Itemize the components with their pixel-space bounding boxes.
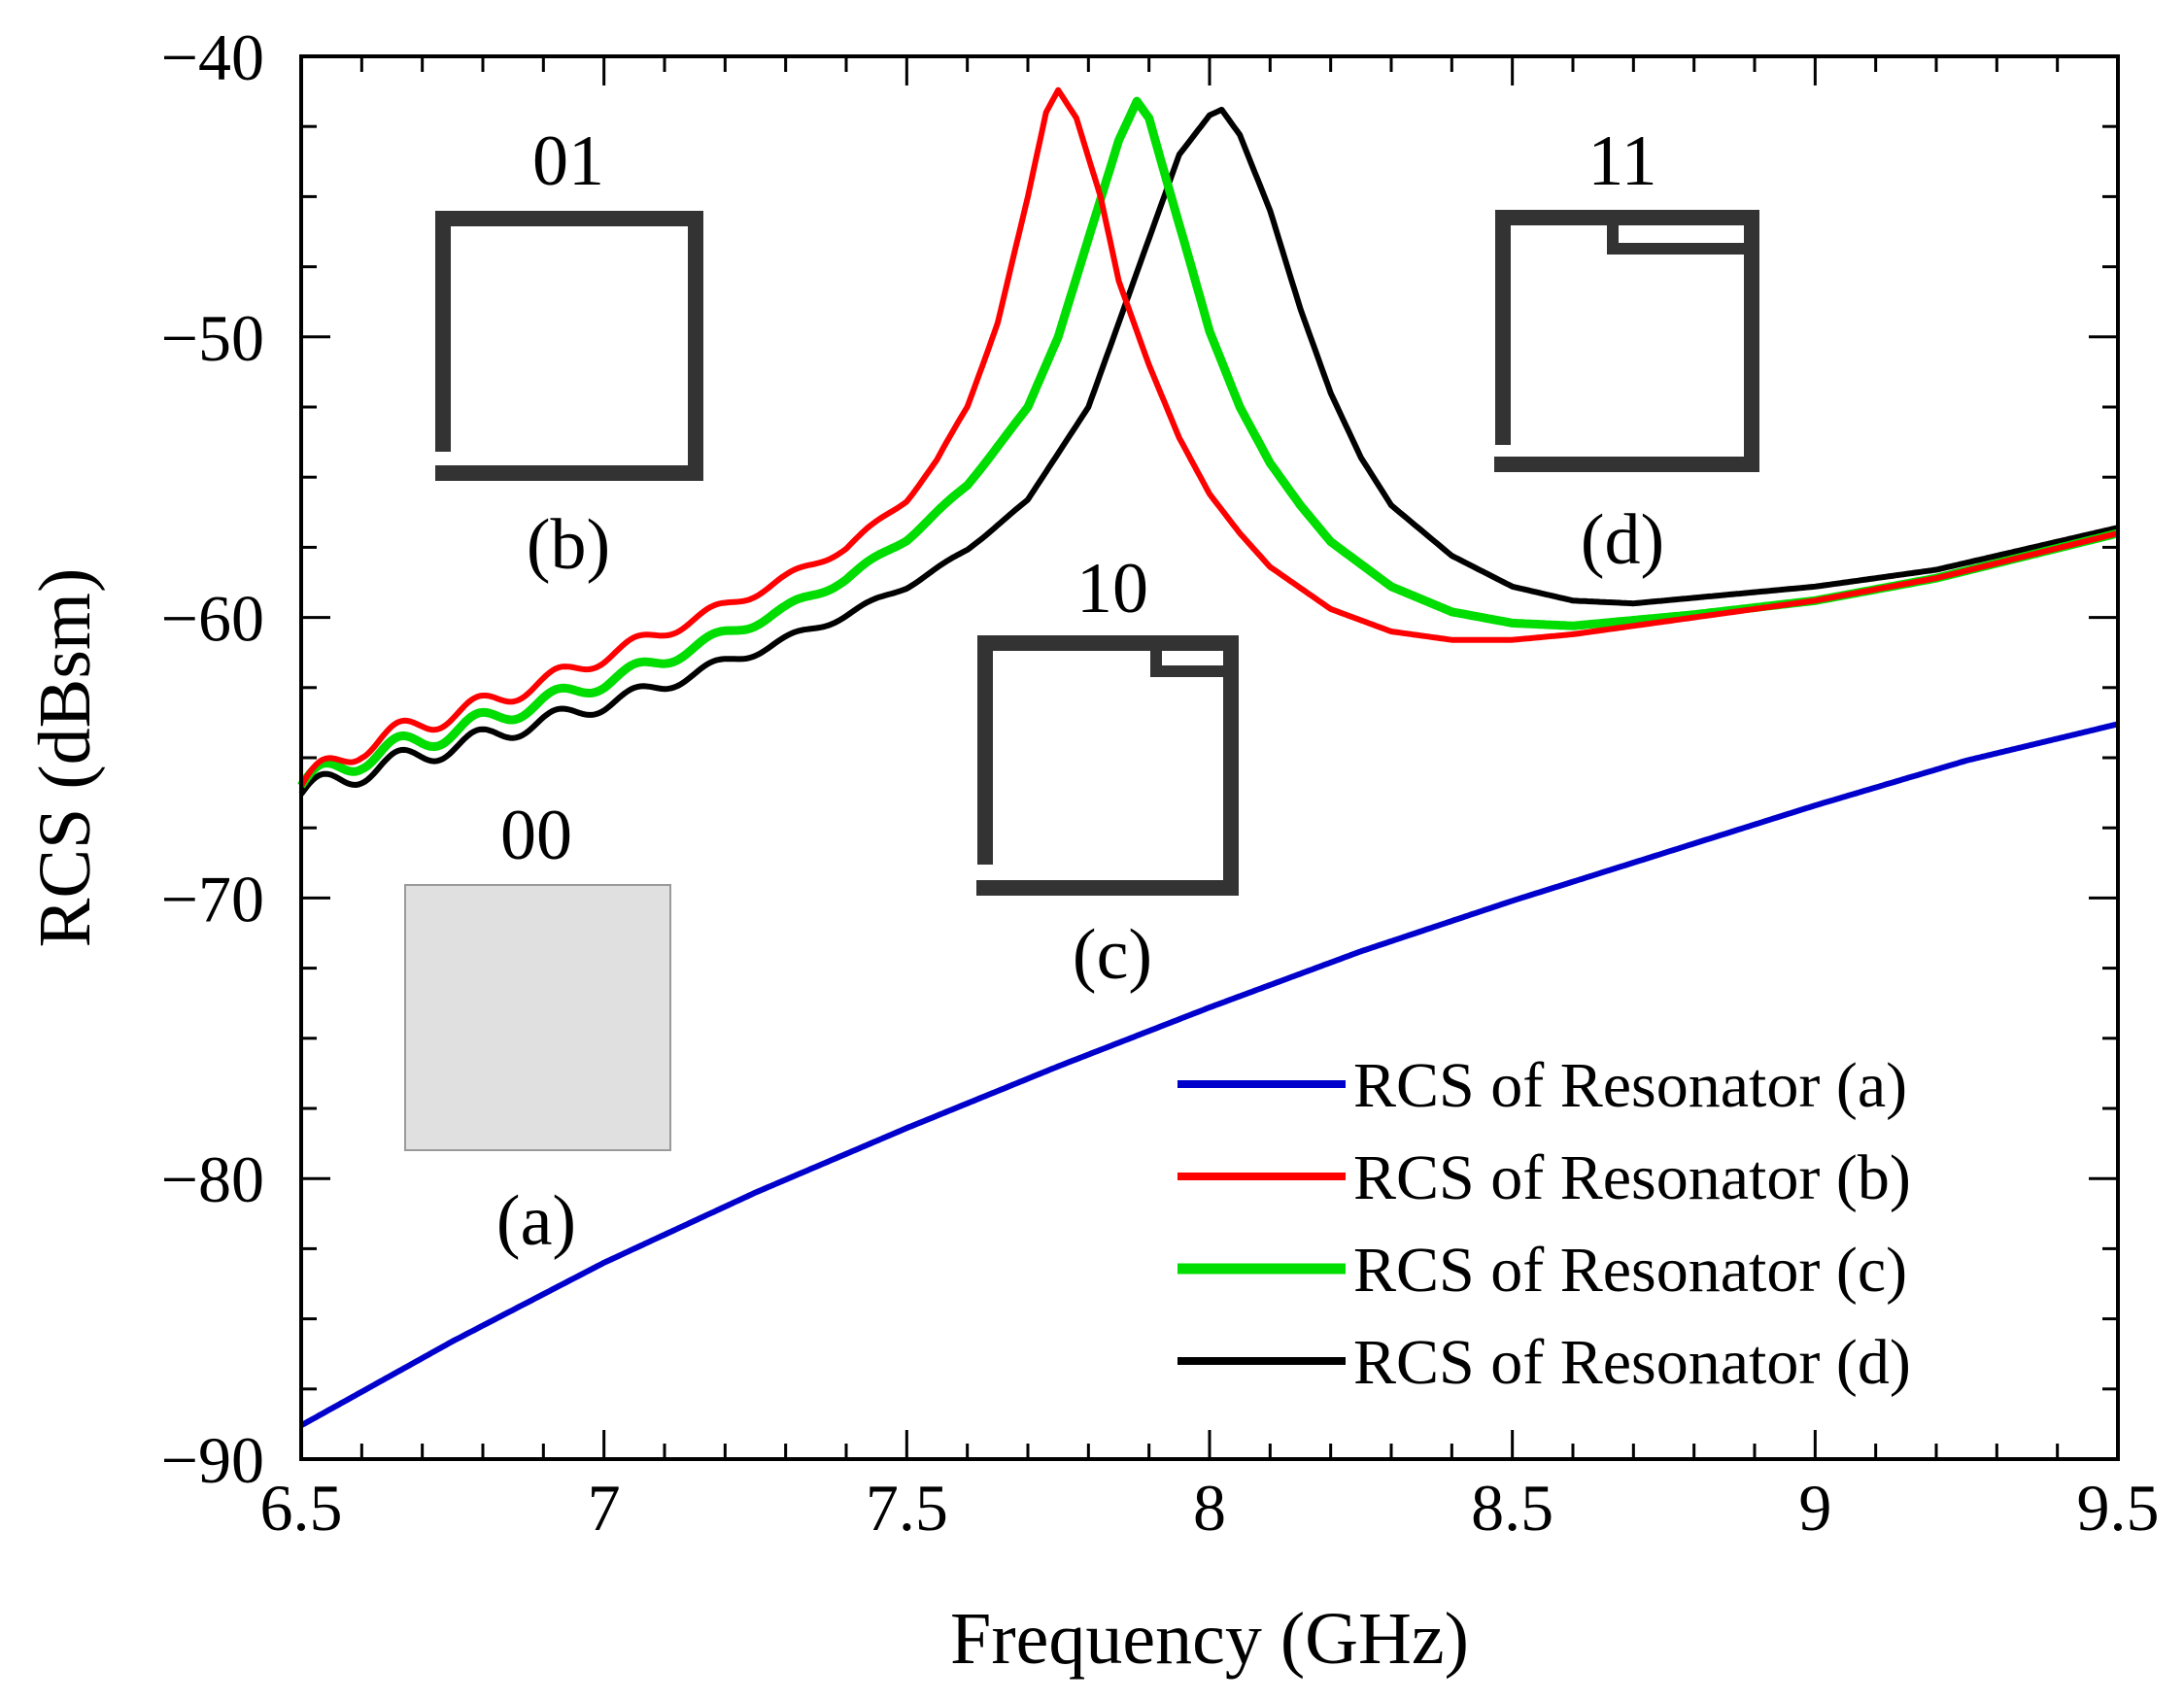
series-line-b bbox=[298, 86, 2119, 788]
resonator-d-stub bbox=[1607, 218, 1752, 255]
inset-c-code: 10 bbox=[1076, 549, 1148, 629]
resonator-a-patch bbox=[404, 884, 671, 1151]
legend: RCS of Resonator (a) RCS of Resonator (b)… bbox=[1177, 1050, 1911, 1398]
y-tick-label: −60 bbox=[161, 582, 264, 656]
x-tick-label: 6.5 bbox=[260, 1471, 343, 1545]
inset-b-code: 01 bbox=[532, 121, 604, 201]
y-axis-title: RCS (dBsm) bbox=[24, 568, 106, 948]
inset-b-label: (b) bbox=[527, 505, 610, 585]
inset-c: 10 (c) bbox=[976, 549, 1239, 995]
inset-d-code: 11 bbox=[1587, 121, 1656, 201]
inset-d-label: (d) bbox=[1581, 500, 1664, 580]
inset-b: 01 (b) bbox=[435, 121, 703, 585]
x-tick-label: 9.5 bbox=[2077, 1471, 2160, 1545]
inset-d: 11 (d) bbox=[1494, 121, 1759, 580]
legend-label-c: RCS of Resonator (c) bbox=[1353, 1235, 1907, 1306]
y-tick-label: −50 bbox=[161, 301, 264, 375]
series-layer bbox=[297, 86, 2120, 1428]
x-tick-label: 9 bbox=[1798, 1471, 1831, 1545]
y-tick-label: −70 bbox=[161, 862, 264, 936]
y-tick-label: −90 bbox=[161, 1423, 264, 1497]
x-tick-label: 8 bbox=[1193, 1471, 1226, 1545]
x-tick-label: 7.5 bbox=[866, 1471, 948, 1545]
resonator-d-ring bbox=[1494, 210, 1759, 472]
y-tick-label: −80 bbox=[161, 1142, 264, 1216]
x-tick-label: 7 bbox=[588, 1471, 621, 1545]
legend-label-b: RCS of Resonator (b) bbox=[1353, 1142, 1911, 1213]
inset-c-label: (c) bbox=[1073, 915, 1152, 995]
legend-label-a: RCS of Resonator (a) bbox=[1353, 1050, 1907, 1121]
x-axis-title: Frequency (GHz) bbox=[950, 1598, 1469, 1680]
plot-frame bbox=[299, 54, 2120, 1461]
y-tick-label: −40 bbox=[161, 20, 264, 94]
inset-a-label: (a) bbox=[496, 1181, 576, 1261]
resonator-c-stub bbox=[1150, 643, 1231, 677]
series-line-a bbox=[299, 721, 2119, 1428]
legend-label-d: RCS of Resonator (d) bbox=[1353, 1327, 1911, 1398]
series-line-d bbox=[298, 106, 2119, 797]
x-tick-label: 8.5 bbox=[1471, 1471, 1553, 1545]
y-tick-labels: −40 −50 −60 −70 −80 −90 bbox=[161, 20, 264, 1497]
x-tick-labels: 6.5 7 7.5 8 8.5 9 9.5 bbox=[260, 1471, 2160, 1545]
inset-a: 00 (a) bbox=[404, 796, 671, 1261]
resonator-b-ring bbox=[435, 211, 703, 481]
resonator-c-ring bbox=[976, 635, 1239, 896]
inset-a-code: 00 bbox=[500, 796, 572, 875]
